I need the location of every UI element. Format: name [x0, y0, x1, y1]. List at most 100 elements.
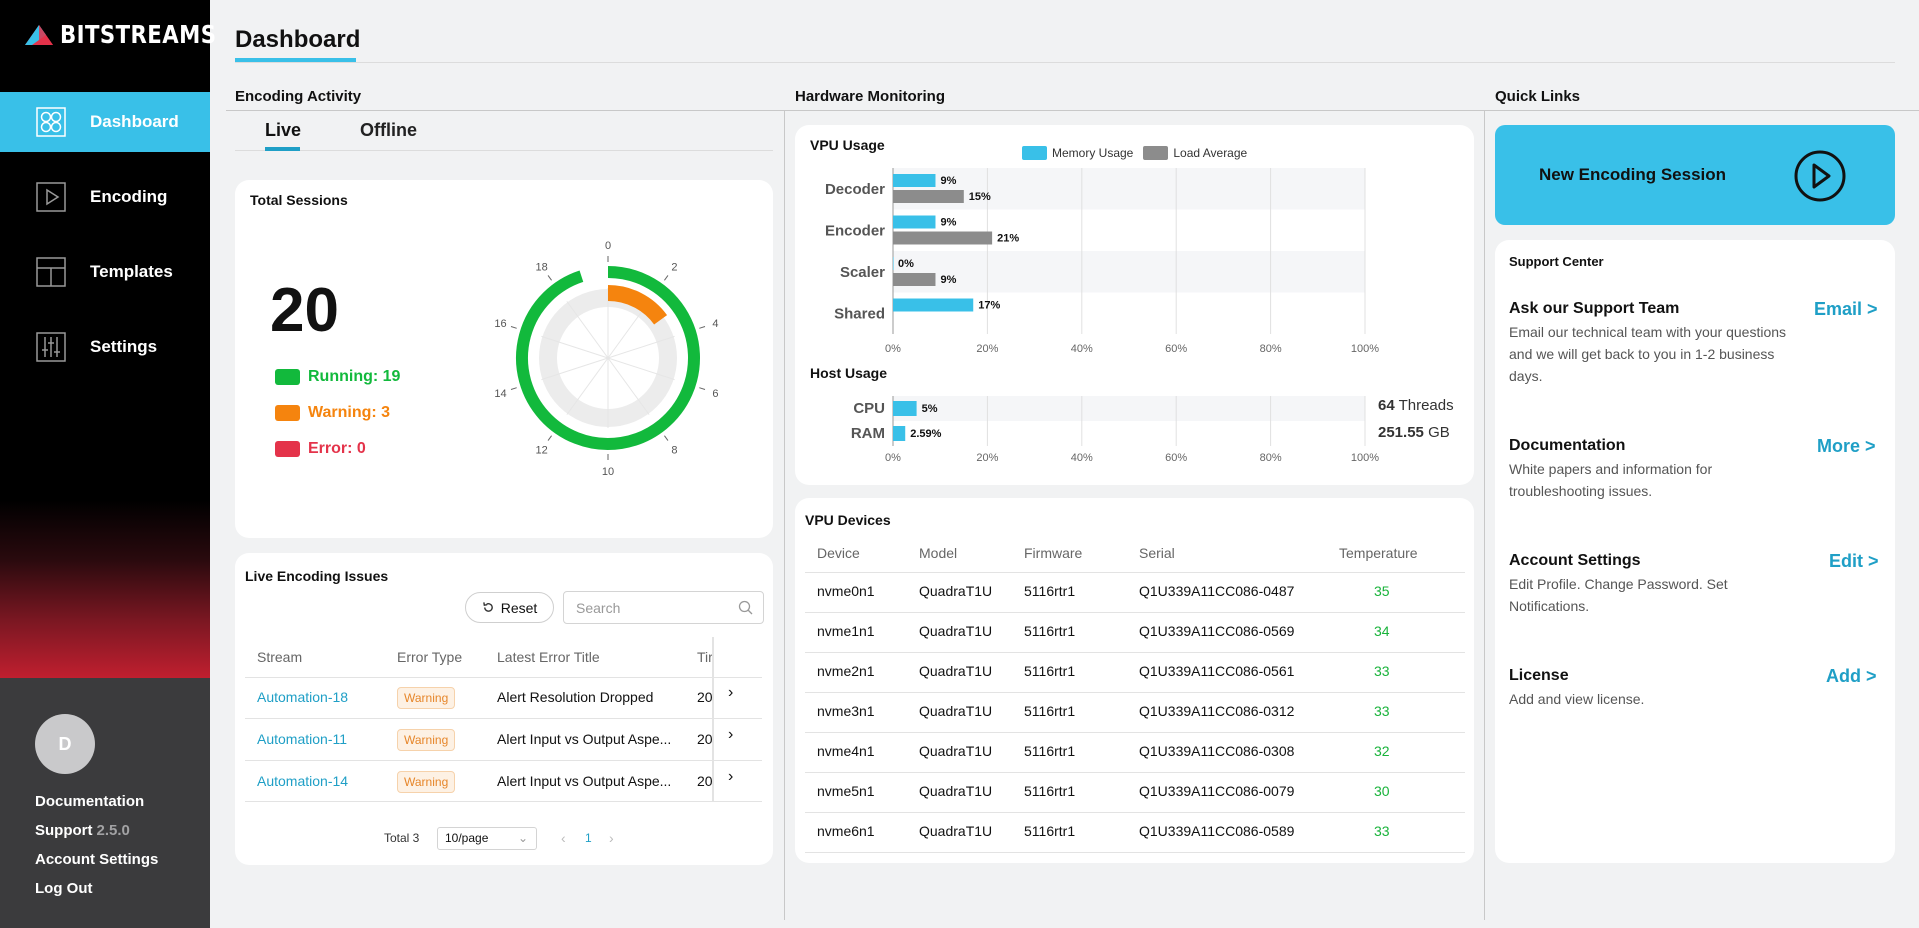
device-firmware: 5116rtr1	[1024, 583, 1076, 599]
device-serial: Q1U339A11CC086-0079	[1139, 783, 1295, 799]
dial-tick-label: 16	[494, 318, 506, 330]
row-divider	[805, 732, 1465, 733]
memory-bar	[893, 257, 894, 270]
dial-spoke	[541, 335, 609, 359]
card-title: VPU Devices	[805, 512, 891, 528]
documentation-link[interactable]: Documentation	[35, 793, 145, 810]
more-link[interactable]: More >	[1817, 436, 1876, 456]
logo: BITSTREAMS	[24, 20, 244, 49]
dial-tick-label: 4	[712, 318, 718, 330]
row-divider	[245, 718, 762, 719]
device-serial: Q1U339A11CC086-0312	[1139, 703, 1295, 719]
play-circle-icon	[1794, 150, 1846, 202]
column-header-error-type[interactable]: Error Type	[397, 649, 463, 665]
prev-page-icon[interactable]: ‹	[561, 830, 566, 846]
sidebar-item-label: Settings	[90, 337, 158, 356]
dial-tick-mark	[699, 326, 706, 329]
issue-stream-link[interactable]: Automation-11	[257, 731, 348, 747]
row-divider	[805, 572, 1465, 573]
chevron-right-icon[interactable]: ›	[728, 684, 734, 701]
sidebar: BITSTREAMS Dashboard Encoding Templates …	[0, 0, 216, 928]
issue-stream-link[interactable]: Automation-18	[257, 689, 349, 705]
sidebar-item-label: Encoding	[90, 187, 168, 206]
sidebar-item-dashboard[interactable]: Dashboard	[0, 92, 210, 152]
reset-button[interactable]: Reset	[465, 592, 554, 623]
sidebar-item-label: Dashboard	[90, 112, 179, 131]
sidebar-item-encoding[interactable]: Encoding	[0, 167, 210, 227]
pagination-total: Total 3	[384, 831, 420, 845]
add-link[interactable]: Add >	[1826, 666, 1877, 686]
device-firmware: 5116rtr1	[1024, 823, 1076, 839]
bar-value-label: 9%	[940, 274, 956, 286]
page-title: Dashboard	[235, 26, 361, 53]
logout-link[interactable]: Log Out	[35, 880, 93, 897]
column-divider	[784, 110, 785, 920]
tab-active-indicator	[265, 147, 300, 151]
device-name: nvme6n1	[817, 823, 875, 839]
chevron-right-icon[interactable]: ›	[728, 768, 734, 785]
account-settings-link[interactable]: Account Settings	[35, 851, 159, 868]
card-title: Support Center	[1509, 254, 1604, 269]
refresh-icon	[482, 602, 493, 612]
bar-value-label: 5%	[922, 403, 938, 415]
dial-tick-mark	[510, 387, 517, 390]
column-header[interactable]: Device	[817, 545, 860, 561]
ram-readout: 251.55 GB	[1378, 424, 1450, 441]
warning-badge: Warning	[397, 771, 456, 793]
tab-offline[interactable]: Offline	[360, 120, 417, 140]
column-header[interactable]: Serial	[1139, 545, 1175, 561]
bitstreams-logo-icon	[25, 24, 53, 45]
card-title: Total Sessions	[250, 192, 348, 208]
device-temperature: 33	[1374, 663, 1390, 679]
bar-value-label: 9%	[940, 175, 956, 187]
sliders-icon	[36, 332, 66, 362]
row-divider	[805, 652, 1465, 653]
total-sessions-card: Total Sessions	[235, 180, 773, 538]
next-page-icon[interactable]: ›	[609, 830, 614, 846]
row-divider	[805, 692, 1465, 693]
column-header-time[interactable]: Tir	[697, 649, 713, 665]
chevron-right-icon[interactable]: ›	[728, 726, 734, 743]
dial-spoke	[566, 357, 609, 415]
sidebar-item-templates[interactable]: Templates	[0, 242, 210, 302]
vpu-tick-label: 100%	[1351, 343, 1379, 355]
column-header[interactable]: Firmware	[1024, 545, 1083, 561]
avatar[interactable]: D	[35, 714, 95, 774]
email-link[interactable]: Email >	[1814, 299, 1878, 319]
tab-live[interactable]: Live	[265, 120, 302, 140]
device-model: QuadraT1U	[919, 703, 993, 719]
support-link[interactable]: Support 2.5.0	[35, 822, 130, 839]
column-header-latest-error-title[interactable]: Latest Error Title	[497, 649, 600, 665]
column-header[interactable]: Model	[919, 545, 958, 561]
device-temperature: 33	[1374, 703, 1390, 719]
device-serial: Q1U339A11CC086-0308	[1139, 743, 1295, 759]
new-encoding-session-button[interactable]: New Encoding Session	[1495, 125, 1895, 225]
dial-tick-mark	[547, 275, 552, 281]
column-header-stream[interactable]: Stream	[257, 649, 303, 665]
search-placeholder: Search	[576, 599, 621, 616]
threads-readout: 64 Threads	[1378, 397, 1454, 414]
total-sessions-count: 20	[270, 276, 339, 345]
sidebar-item-settings[interactable]: Settings	[0, 317, 210, 377]
ram-label: GB	[1428, 424, 1450, 441]
current-page[interactable]: 1	[585, 831, 592, 845]
column-header[interactable]: Temperature	[1339, 545, 1418, 561]
row-divider	[245, 677, 762, 678]
edit-link[interactable]: Edit >	[1829, 551, 1879, 571]
issue-stream-link[interactable]: Automation-14	[257, 773, 349, 789]
issue-title: Alert Resolution Dropped	[497, 689, 654, 705]
dial-tick-label: 0	[605, 240, 611, 252]
legend-memory-label: Memory Usage	[1052, 146, 1134, 160]
dial-tick-mark	[510, 326, 517, 329]
dial-tick-mark	[664, 435, 669, 441]
memory-bar	[893, 298, 974, 312]
dial-tick-mark	[547, 435, 552, 441]
search-input[interactable]: Search	[563, 591, 764, 624]
ram-value: 251.55	[1378, 424, 1424, 441]
device-temperature: 33	[1374, 823, 1390, 839]
search-icon	[738, 600, 753, 615]
issue-time: 20	[697, 689, 713, 705]
memory-bar	[893, 215, 936, 229]
host-bar	[893, 426, 906, 441]
page-size-select[interactable]: 10/page ⌄	[437, 827, 537, 850]
